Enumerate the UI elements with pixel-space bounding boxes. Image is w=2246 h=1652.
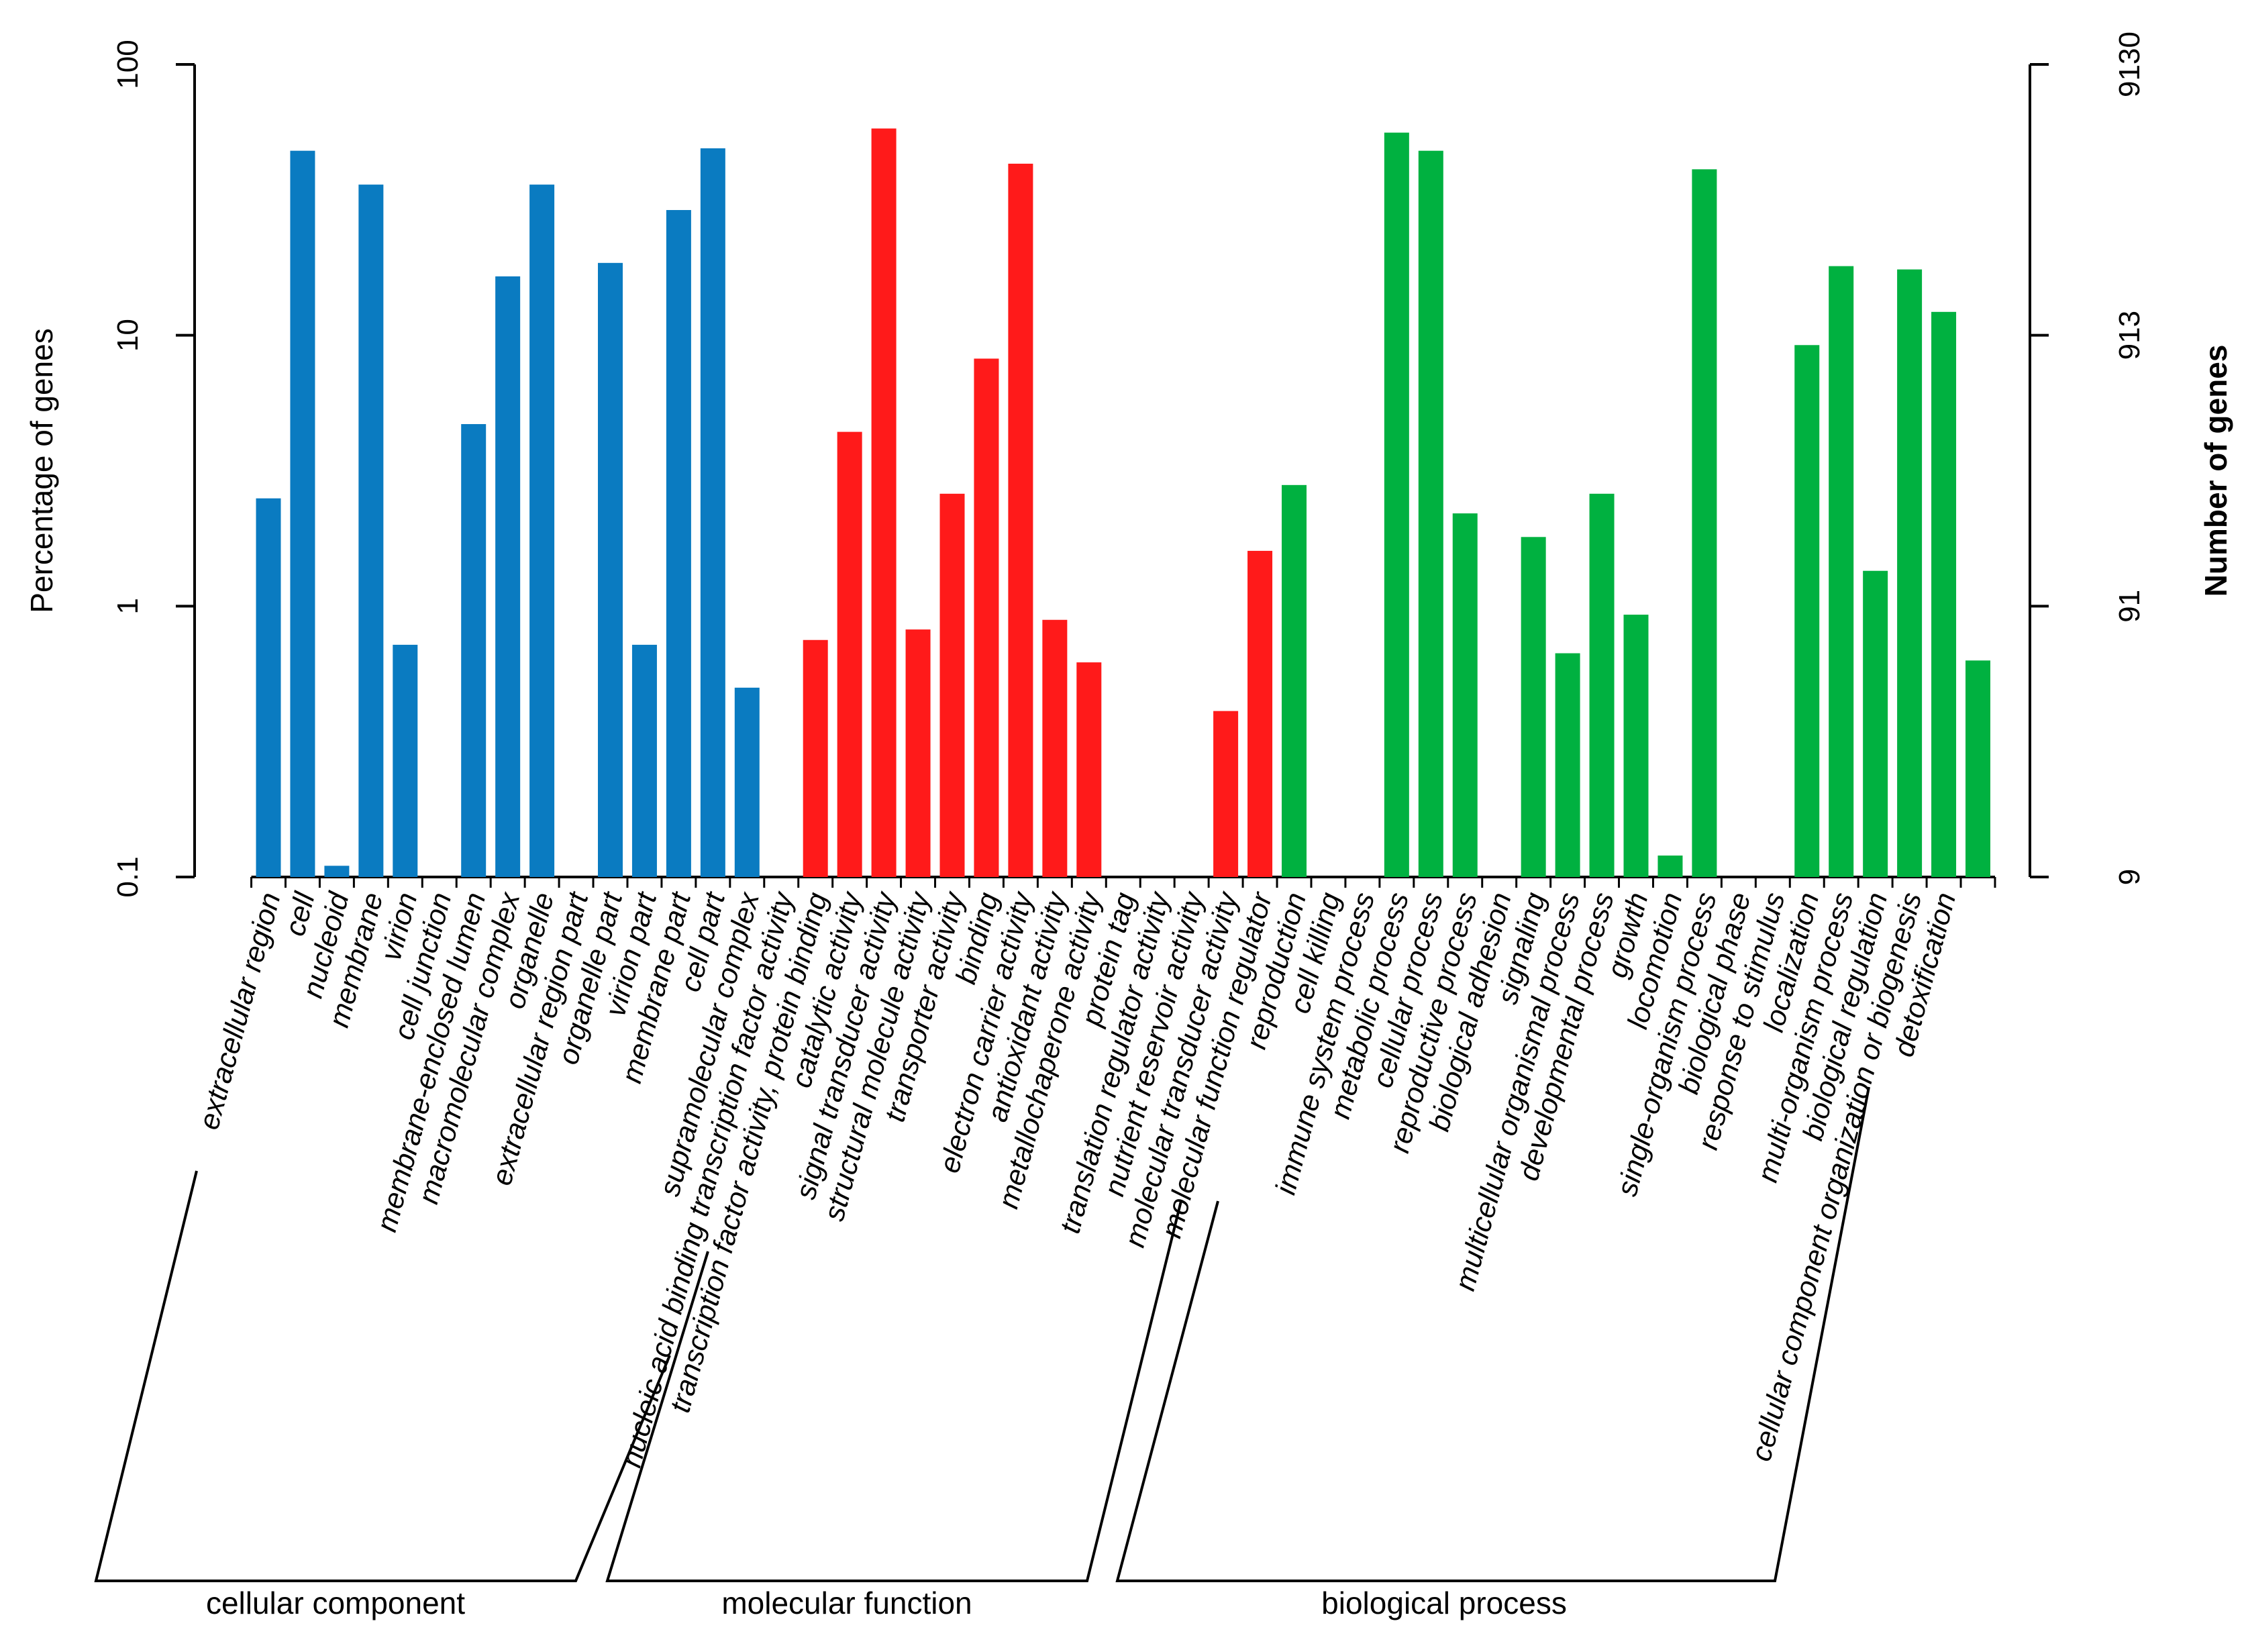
bar <box>1966 660 1990 877</box>
group-brackets: cellular component molecular function biol… <box>94 1086 1870 1620</box>
group-bracket <box>605 1200 1182 1582</box>
bar <box>939 493 965 877</box>
group-label: molecular function <box>721 1586 972 1620</box>
group-label: cellular component <box>206 1586 465 1620</box>
bar <box>324 866 350 877</box>
bar <box>803 639 828 877</box>
bar <box>871 128 897 878</box>
bar <box>1452 513 1478 877</box>
y-tick-label: 1 <box>111 598 144 614</box>
bar <box>1008 163 1033 878</box>
bar <box>1829 266 1854 877</box>
bars <box>256 128 1990 878</box>
bar <box>700 148 725 878</box>
bar <box>734 687 760 877</box>
y-tick-label: 10 <box>111 319 144 352</box>
bar <box>461 424 487 877</box>
y2-axis-title: Number of genes <box>2198 345 2233 597</box>
bar <box>1418 150 1443 878</box>
bar <box>256 498 281 877</box>
bar <box>1247 550 1273 877</box>
category-labels: extracellular regioncellnucleoidmembrane… <box>193 888 1962 1471</box>
group-bracket <box>1115 1086 1870 1582</box>
bar <box>1931 311 1957 877</box>
y-axis-title: Percentage of genes <box>24 328 59 613</box>
bar <box>1282 484 1307 877</box>
bar <box>631 644 657 877</box>
bar <box>495 276 521 878</box>
bar <box>1692 169 1717 877</box>
bar <box>1623 615 1649 877</box>
y2-tick-label: 91 <box>2113 590 2146 623</box>
bar <box>1213 711 1239 877</box>
bar <box>1657 856 1683 877</box>
y-tick-label: 0.1 <box>111 856 144 897</box>
bar <box>974 358 999 877</box>
y2-tick-label: 913 <box>2113 311 2146 360</box>
y2-tick-label: 9 <box>2113 869 2146 885</box>
bar <box>598 262 623 877</box>
category-label: extracellular region <box>193 889 287 1133</box>
bar <box>290 150 315 878</box>
bar <box>1042 619 1068 877</box>
bar <box>1521 537 1546 877</box>
bar <box>1863 570 1888 877</box>
bar <box>837 431 862 877</box>
bar <box>1794 345 1820 877</box>
bar <box>1384 132 1409 878</box>
y-tick-label: 100 <box>111 40 144 89</box>
bar <box>393 644 418 877</box>
bar <box>1555 653 1580 877</box>
bar <box>358 185 384 877</box>
bar <box>905 629 931 877</box>
y2-tick-label: 9130 <box>2113 32 2146 97</box>
bar <box>1589 493 1615 877</box>
group-label: biological process <box>1321 1586 1567 1620</box>
group-bracket <box>94 1170 671 1582</box>
bar <box>529 185 555 877</box>
bar <box>1897 269 1923 877</box>
bar <box>1076 662 1102 877</box>
bar <box>666 210 691 878</box>
